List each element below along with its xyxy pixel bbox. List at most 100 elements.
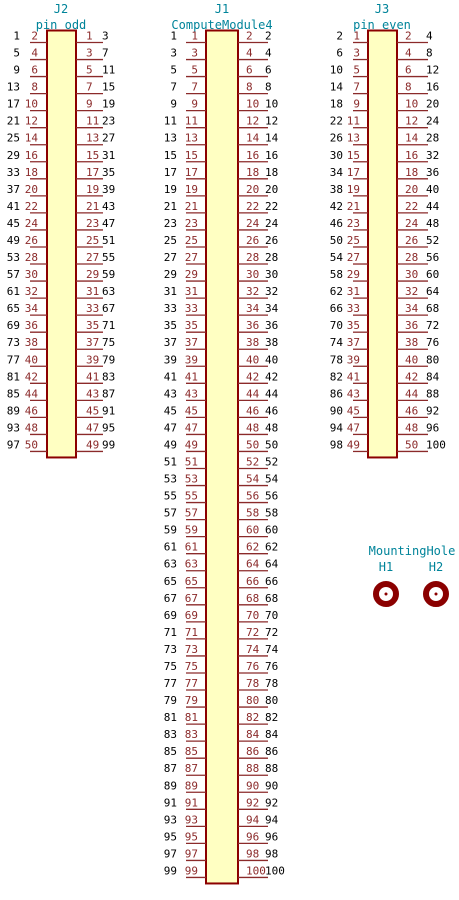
j1-pin-number-right: 50	[246, 438, 259, 451]
j2-pin-number-right: 39	[86, 353, 99, 366]
j1-pin-number-left: 21	[185, 200, 198, 213]
j1-net-label-left: 9	[170, 98, 177, 111]
j1-pin-number-left: 79	[185, 694, 198, 707]
j1-pin-number-right: 28	[246, 251, 259, 264]
j1-pin-number-right: 36	[246, 319, 259, 332]
j1-net-label-right: 100	[265, 864, 285, 877]
j3-pin-number-left: 31	[347, 285, 360, 298]
j2-net-label-right: 7	[102, 47, 109, 60]
j2-net-label-right: 87	[102, 387, 115, 400]
j1-pin-number-right: 30	[246, 268, 259, 281]
j3-net-label-left: 54	[330, 251, 344, 264]
j1-pin-number-left: 75	[185, 660, 198, 673]
j3-pin-number-right: 40	[405, 353, 418, 366]
j3-pin-number-right: 6	[405, 64, 412, 77]
j1-pin-number-right: 38	[246, 336, 259, 349]
j2-pin-number-left: 2	[31, 30, 38, 43]
j1-reference-label: J1	[215, 2, 229, 16]
j3-pin-number-left: 27	[347, 251, 360, 264]
j3-net-label-left: 82	[330, 370, 343, 383]
mounting-hole-h1-icon[interactable]	[373, 581, 399, 607]
j1-pin-number-left: 27	[185, 251, 198, 264]
j1-pin-number-left: 35	[185, 319, 198, 332]
j1-net-label-left: 33	[164, 302, 177, 315]
j1-pin-number-right: 74	[246, 643, 260, 656]
j1-pin-number-left: 5	[191, 64, 198, 77]
j2-pin-number-right: 13	[86, 132, 99, 145]
j1-net-label-right: 72	[265, 626, 278, 639]
j2-net-label-left: 85	[7, 387, 20, 400]
j3-pin-number-left: 43	[347, 387, 360, 400]
j1-pin-number-left: 81	[185, 711, 198, 724]
j1-net-label-right: 38	[265, 336, 278, 349]
j3-net-label-left: 90	[330, 404, 343, 417]
j2-connector-body[interactable]	[46, 29, 77, 459]
j1-net-label-right: 2	[265, 30, 272, 43]
j1-net-label-right: 80	[265, 694, 278, 707]
j3-net-label-right: 92	[426, 404, 439, 417]
j1-value-label: ComputeModule4	[171, 18, 272, 32]
j3-connector-body[interactable]	[367, 29, 398, 459]
j2-net-label-right: 79	[102, 353, 115, 366]
j1-net-label-right: 30	[265, 268, 278, 281]
j3-net-label-left: 6	[336, 47, 343, 60]
j1-pin-number-left: 53	[185, 473, 198, 486]
j1-connector-body[interactable]	[205, 29, 239, 885]
j2-pin-number-right: 41	[86, 370, 99, 383]
j2-pin-number-right: 19	[86, 183, 99, 196]
j2-pin-number-left: 24	[25, 217, 39, 230]
j3-net-label-right: 52	[426, 234, 439, 247]
j2-pin-number-left: 32	[25, 285, 38, 298]
j1-pin-number-right: 10	[246, 98, 259, 111]
j1-net-label-right: 46	[265, 404, 278, 417]
j3-pin-number-right: 16	[405, 149, 418, 162]
j3-net-label-right: 64	[426, 285, 440, 298]
j1-net-label-left: 43	[164, 387, 177, 400]
j3-pin-number-right: 38	[405, 336, 418, 349]
j1-pin-number-left: 1	[191, 30, 198, 43]
j3-pin-number-left: 37	[347, 336, 360, 349]
j1-pin-number-right: 88	[246, 762, 259, 775]
j3-net-label-right: 48	[426, 217, 439, 230]
j1-net-label-left: 63	[164, 558, 177, 571]
j1-net-label-right: 24	[265, 217, 279, 230]
j1-net-label-left: 65	[164, 575, 177, 588]
j2-net-label-right: 71	[102, 319, 115, 332]
j2-net-label-left: 17	[7, 98, 20, 111]
j1-net-label-left: 19	[164, 183, 177, 196]
j2-pin-number-left: 16	[25, 149, 38, 162]
j1-pin-number-right: 8	[246, 81, 253, 94]
j1-pin-number-left: 89	[185, 779, 198, 792]
j1-pin-number-right: 94	[246, 813, 260, 826]
j3-pin-number-right: 4	[405, 47, 412, 60]
j2-net-label-left: 61	[7, 285, 20, 298]
j1-net-label-left: 47	[164, 421, 177, 434]
j2-pin-number-left: 22	[25, 200, 38, 213]
j1-net-label-right: 34	[265, 302, 279, 315]
mounting-hole-h2-icon[interactable]	[423, 581, 449, 607]
mounting-hole-h2-label: H2	[429, 560, 443, 574]
j1-pin-number-left: 29	[185, 268, 198, 281]
j1-pin-number-right: 62	[246, 541, 259, 554]
j2-net-label-left: 41	[7, 200, 20, 213]
j3-pin-number-right: 2	[405, 30, 412, 43]
j1-pin-number-right: 68	[246, 592, 259, 605]
j2-pin-number-left: 50	[25, 438, 38, 451]
j2-net-label-right: 47	[102, 217, 115, 230]
j1-pin-number-right: 60	[246, 524, 259, 537]
j1-net-label-left: 17	[164, 166, 177, 179]
j2-net-label-right: 23	[102, 115, 115, 128]
j2-pin-number-left: 14	[25, 132, 39, 145]
j2-net-label-left: 49	[7, 234, 20, 247]
j1-pin-number-left: 87	[185, 762, 198, 775]
j3-pin-number-right: 42	[405, 370, 418, 383]
j1-pin-number-right: 58	[246, 507, 259, 520]
j1-net-label-right: 48	[265, 421, 278, 434]
j2-net-label-left: 33	[7, 166, 20, 179]
j3-net-label-left: 50	[330, 234, 343, 247]
j2-net-label-right: 59	[102, 268, 115, 281]
j2-pin-number-left: 38	[25, 336, 38, 349]
j1-net-label-right: 32	[265, 285, 278, 298]
j1-pin-number-left: 47	[185, 421, 198, 434]
j2-pin-number-left: 46	[25, 404, 38, 417]
